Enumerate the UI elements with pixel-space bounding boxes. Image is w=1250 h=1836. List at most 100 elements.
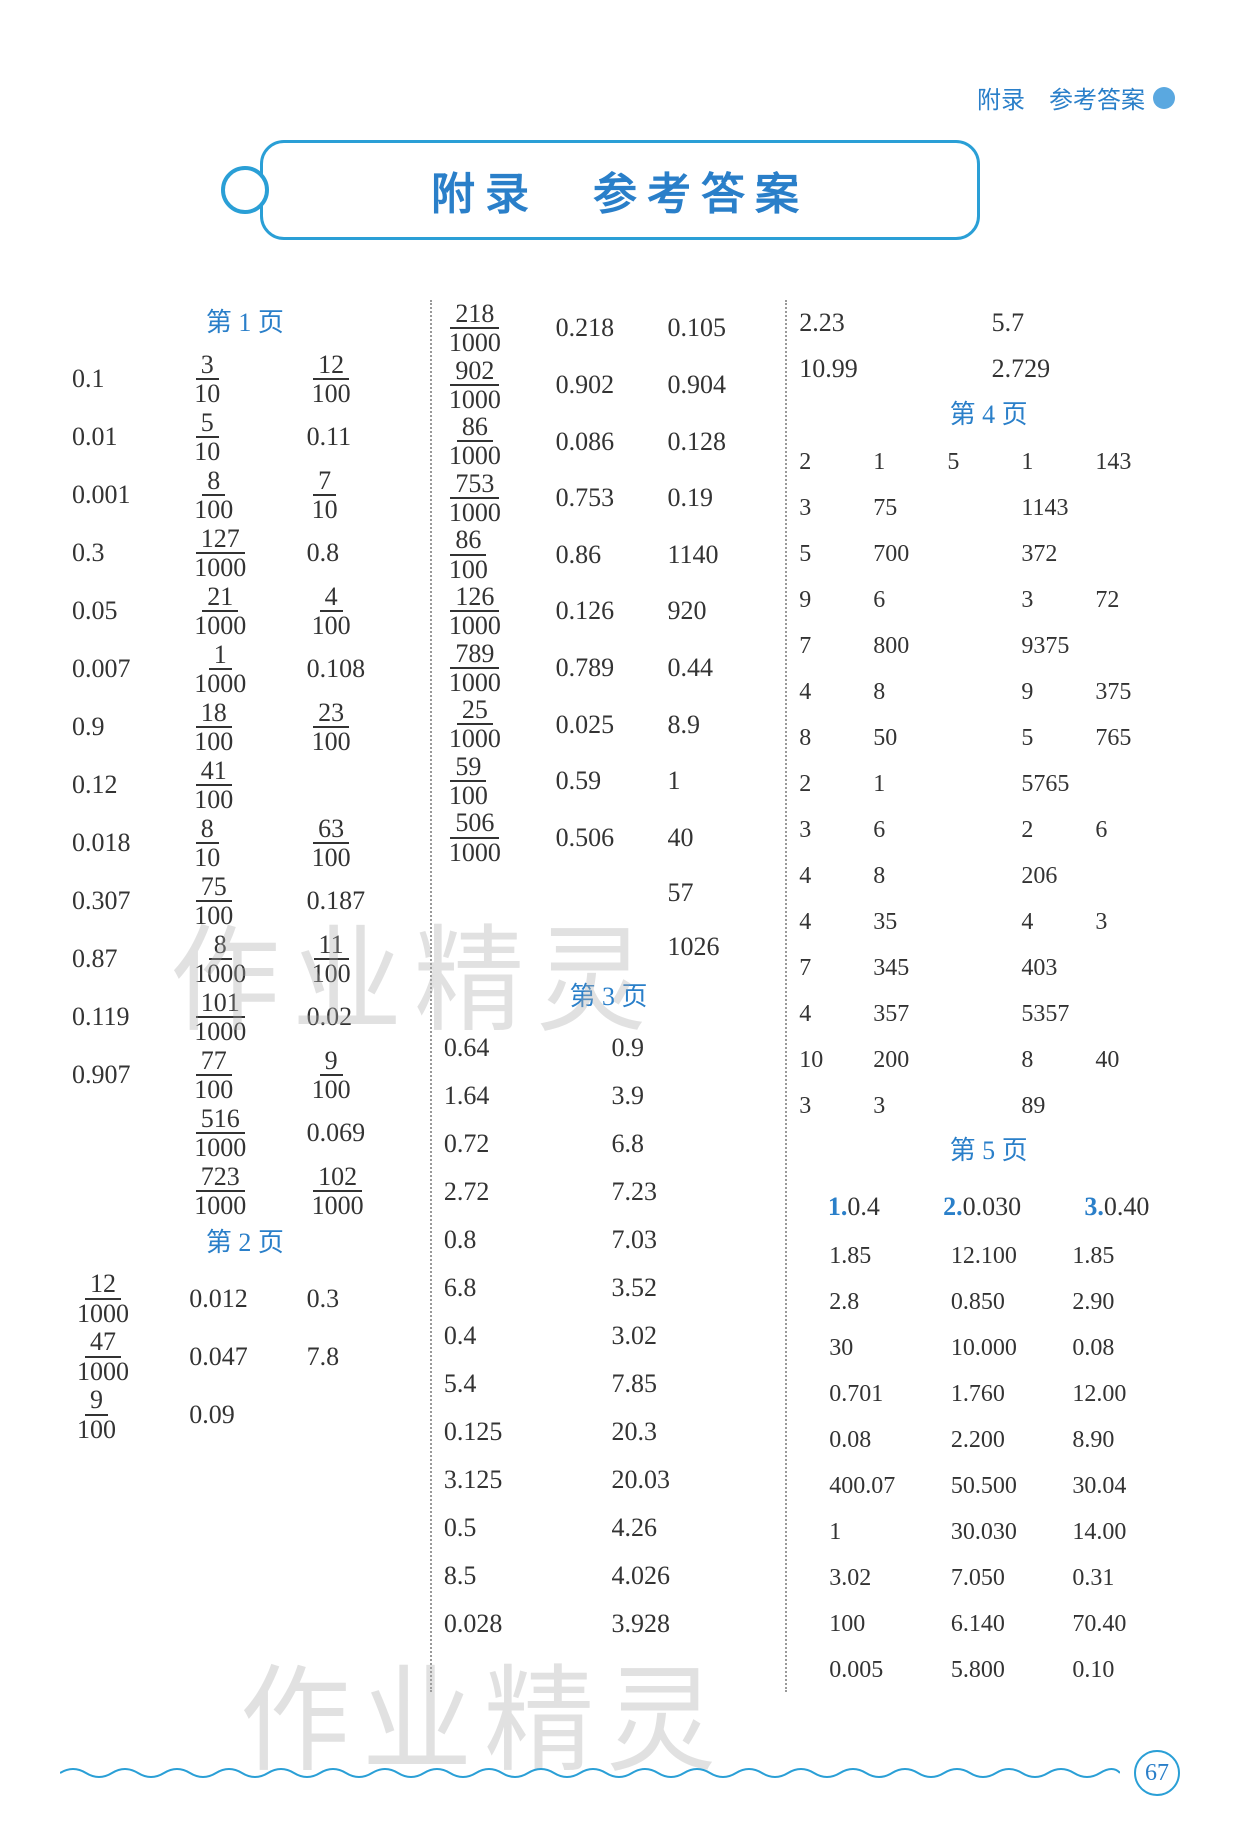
answer-value (947, 810, 1013, 852)
answer-value: 0.307 (72, 884, 183, 918)
answer-row: 0.307751000.187 (72, 872, 418, 930)
answer-value: 0.005 (829, 1650, 935, 1692)
answer-value: 400.07 (829, 1466, 935, 1508)
answer-value (947, 902, 1013, 944)
answer-value: 0.007 (72, 652, 183, 686)
answer-value: 0.3 (307, 1282, 418, 1316)
answer-value: 0.028 (444, 1607, 606, 1641)
answer-value: 0.069 (307, 1116, 418, 1150)
answer-value: 8 (799, 718, 865, 760)
answer-value: 7.85 (612, 1367, 774, 1401)
answer-value: 8.9 (667, 708, 773, 742)
answer-value: 35 (873, 902, 939, 944)
answer-value: 0.08 (1072, 1328, 1178, 1370)
fraction: 7531000 (444, 470, 506, 527)
answer-value: 0.09 (189, 1398, 300, 1432)
answer-value: 9 (799, 580, 865, 622)
answer-value: 3 (799, 810, 865, 852)
page-number: 67 (1134, 1750, 1180, 1796)
answer-value: 4.26 (612, 1511, 774, 1545)
answer-value: 2 (799, 442, 865, 484)
answer-value: 4 (799, 856, 865, 898)
title-banner: 附录 参考答案 (260, 140, 980, 240)
fraction: 9021000 (444, 357, 506, 414)
answer-value: 6 (1095, 810, 1178, 852)
answer-row: 0.1241100 (72, 756, 418, 814)
answer-value: 1 (1021, 442, 1087, 484)
answer-value: 50.500 (951, 1466, 1057, 1508)
answer-value: 0.108 (307, 652, 418, 686)
answer-value: 357 (873, 994, 939, 1036)
answer-value: 75100 (189, 873, 300, 930)
answer-value: 63100 (307, 815, 418, 872)
page-3-label: 第 3 页 (444, 980, 773, 1014)
answer-value (947, 626, 1013, 668)
fraction: 9100 (72, 1386, 121, 1443)
answer-value: 81000 (189, 931, 300, 988)
answer-value: 8100 (189, 467, 300, 524)
answer-value: 5161000 (189, 1105, 300, 1162)
answer-value: 2 (1021, 810, 1087, 852)
answer-value (1095, 626, 1178, 668)
answer-row: 0.726.8 (444, 1120, 773, 1168)
answer-value: 11000 (189, 641, 300, 698)
answer-value: 0.59 (556, 764, 662, 798)
answer-value (947, 994, 1013, 1036)
answer-row: 0.54.26 (444, 1504, 773, 1552)
answer-value: 2181000 (444, 300, 550, 357)
answer-row: 0.312710000.8 (72, 524, 418, 582)
column-3: 2.235.710.992.729 第 4 页 2151143375114357… (787, 300, 1190, 1692)
answer-value: 765 (1095, 718, 1178, 760)
answer-value: 0.64 (444, 1031, 606, 1065)
answer-value: 5.7 (992, 306, 1178, 340)
answer-value (947, 1040, 1013, 1082)
answer-value (1095, 994, 1178, 1036)
answer-row: 0.00711000 0.108 (72, 640, 418, 698)
answer-value: 0.086 (556, 425, 662, 459)
answer-value (947, 534, 1013, 576)
answer-value (947, 580, 1013, 622)
answer-row: 0.91810023100 (72, 698, 418, 756)
answer-value: 7.8 (307, 1340, 418, 1374)
answer-value: 5765 (1021, 764, 1087, 806)
answer-value: 10.99 (799, 352, 985, 386)
answer-row: 78910000.7890.44 (444, 640, 773, 697)
answer-row: 2.235.7 (799, 300, 1178, 346)
answer-value: 0.9 (612, 1031, 774, 1065)
answer-value: 11100 (307, 931, 418, 988)
answer-value: 861000 (444, 413, 550, 470)
answer-value (1095, 534, 1178, 576)
fraction: 1261000 (444, 583, 506, 640)
answer-row: 90210000.9020.904 (444, 357, 773, 414)
answers-content: 第 1 页 0.1310121000.015100.110.0018100710… (60, 300, 1190, 1692)
fraction: 63100 (307, 815, 356, 872)
fraction: 1021000 (307, 1163, 369, 1220)
answer-row: 4710000.0477.8 (72, 1328, 418, 1386)
answer-value: 5061000 (444, 809, 550, 866)
answer-row: 5.47.85 (444, 1360, 773, 1408)
answer-row: 861000.861140 (444, 526, 773, 583)
answer-value: 7.03 (612, 1223, 774, 1257)
answer-value: 18100 (189, 699, 300, 756)
answer-row: 1.643.9 (444, 1072, 773, 1120)
answer-value: 7.050 (951, 1558, 1057, 1600)
answer-value: 77100 (189, 1047, 300, 1104)
answer-value: 1011000 (189, 989, 300, 1046)
answer-value: 0.11 (307, 420, 418, 454)
answer-row: 57 (444, 866, 773, 920)
fraction: 5161000 (189, 1105, 251, 1162)
answer-value: 206 (1021, 856, 1087, 898)
answer-value: 3 (873, 1086, 939, 1128)
fraction: 1271000 (189, 525, 251, 582)
fraction: 11000 (189, 641, 251, 698)
answer-value: 0.119 (72, 1000, 183, 1034)
answer-value: 0.018 (72, 826, 183, 860)
answer-value: 810 (189, 815, 300, 872)
answer-value: 3 (1021, 580, 1087, 622)
answer-value: 0.012 (189, 1282, 300, 1316)
answer-value: 1143 (1021, 488, 1087, 530)
answer-value: 3 (1095, 902, 1178, 944)
answer-value: 920 (667, 594, 773, 628)
answer-value: 0.8 (444, 1223, 606, 1257)
answer-value (1095, 1086, 1178, 1128)
